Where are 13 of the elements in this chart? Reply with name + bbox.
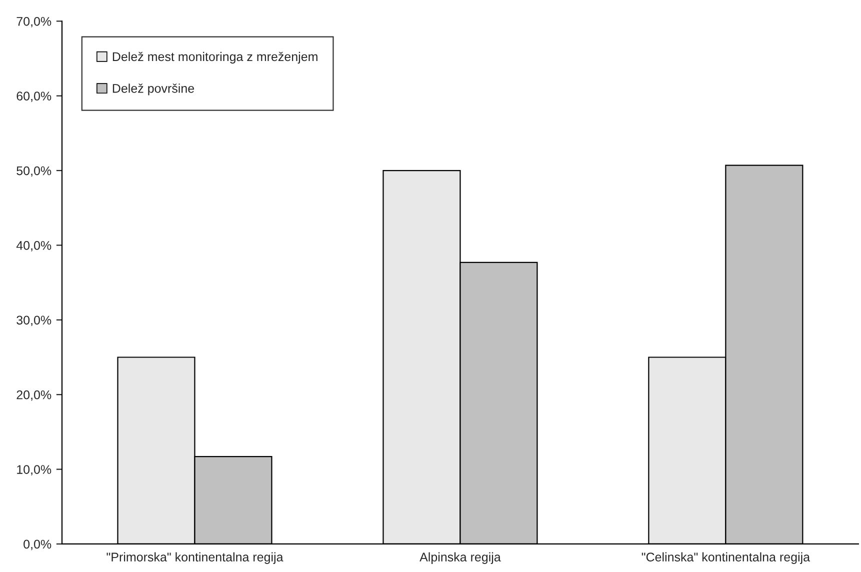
legend-label: Delež površine <box>112 84 194 96</box>
legend-label: Delež mest monitoringa z mreženjem <box>112 52 318 64</box>
y-tick-label: 60,0% <box>16 92 52 102</box>
y-tick-label: 10,0% <box>17 465 52 476</box>
y-tick-label: 0,0% <box>24 540 52 550</box>
y-tick-label: 40,0% <box>16 241 52 252</box>
y-tick-label: 20,0% <box>16 390 52 401</box>
x-tick-label: "Primorska" kontinentalna regija <box>106 552 284 564</box>
y-tick-label: 50,0% <box>16 166 52 177</box>
x-tick-label: Alpinska regija <box>420 552 501 564</box>
y-tick-label: 30,0% <box>16 316 52 326</box>
y-tick-label: 70,0% <box>16 16 52 28</box>
x-tick-label: "Celinska" kontinentalna regija <box>642 552 810 564</box>
